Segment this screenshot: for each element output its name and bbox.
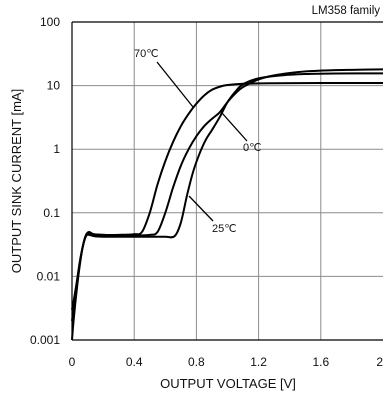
- series-line-0: [71, 81, 384, 341]
- x-tick-label: 0.8: [188, 355, 205, 369]
- y-tick-label: 0.001: [30, 333, 60, 347]
- series-line-2: [71, 72, 384, 310]
- series-group: [71, 68, 384, 341]
- annotations: 70℃ 0℃ 25℃: [134, 48, 261, 235]
- x-tick-label: 2: [376, 355, 383, 369]
- chart-title: LM358 family: [312, 5, 381, 17]
- grid: [72, 22, 383, 340]
- x-tick-label: 1.6: [312, 355, 329, 369]
- series-label-0: 70℃: [134, 48, 159, 60]
- tick-labels: 0 0.4 0.8 1.2 1.6 2 0.001 0.01 0.1 1 10 100: [30, 15, 383, 369]
- x-axis-label: OUTPUT VOLTAGE [V]: [160, 376, 296, 391]
- series-label-1: 0℃: [243, 142, 261, 154]
- axes: [71, 21, 383, 341]
- x-tick-label: 1.2: [250, 355, 267, 369]
- y-tick-label: 1: [53, 142, 60, 156]
- series-line-1: [71, 68, 384, 321]
- series-label-2: 25℃: [212, 223, 237, 235]
- series-label-leader-1: [221, 112, 248, 142]
- x-tick-label: 0.4: [126, 355, 143, 369]
- y-tick-label: 0.01: [37, 269, 61, 283]
- y-tick-label: 0.1: [43, 206, 60, 220]
- y-tick-label: 10: [47, 79, 61, 93]
- x-tick-label: 0: [69, 355, 76, 369]
- y-axis-label: OUTPUT SINK CURRENT [mA]: [9, 89, 24, 273]
- y-tick-label: 100: [40, 15, 60, 29]
- series-label-leader-2: [188, 195, 214, 222]
- series-label-leader-0: [156, 61, 194, 108]
